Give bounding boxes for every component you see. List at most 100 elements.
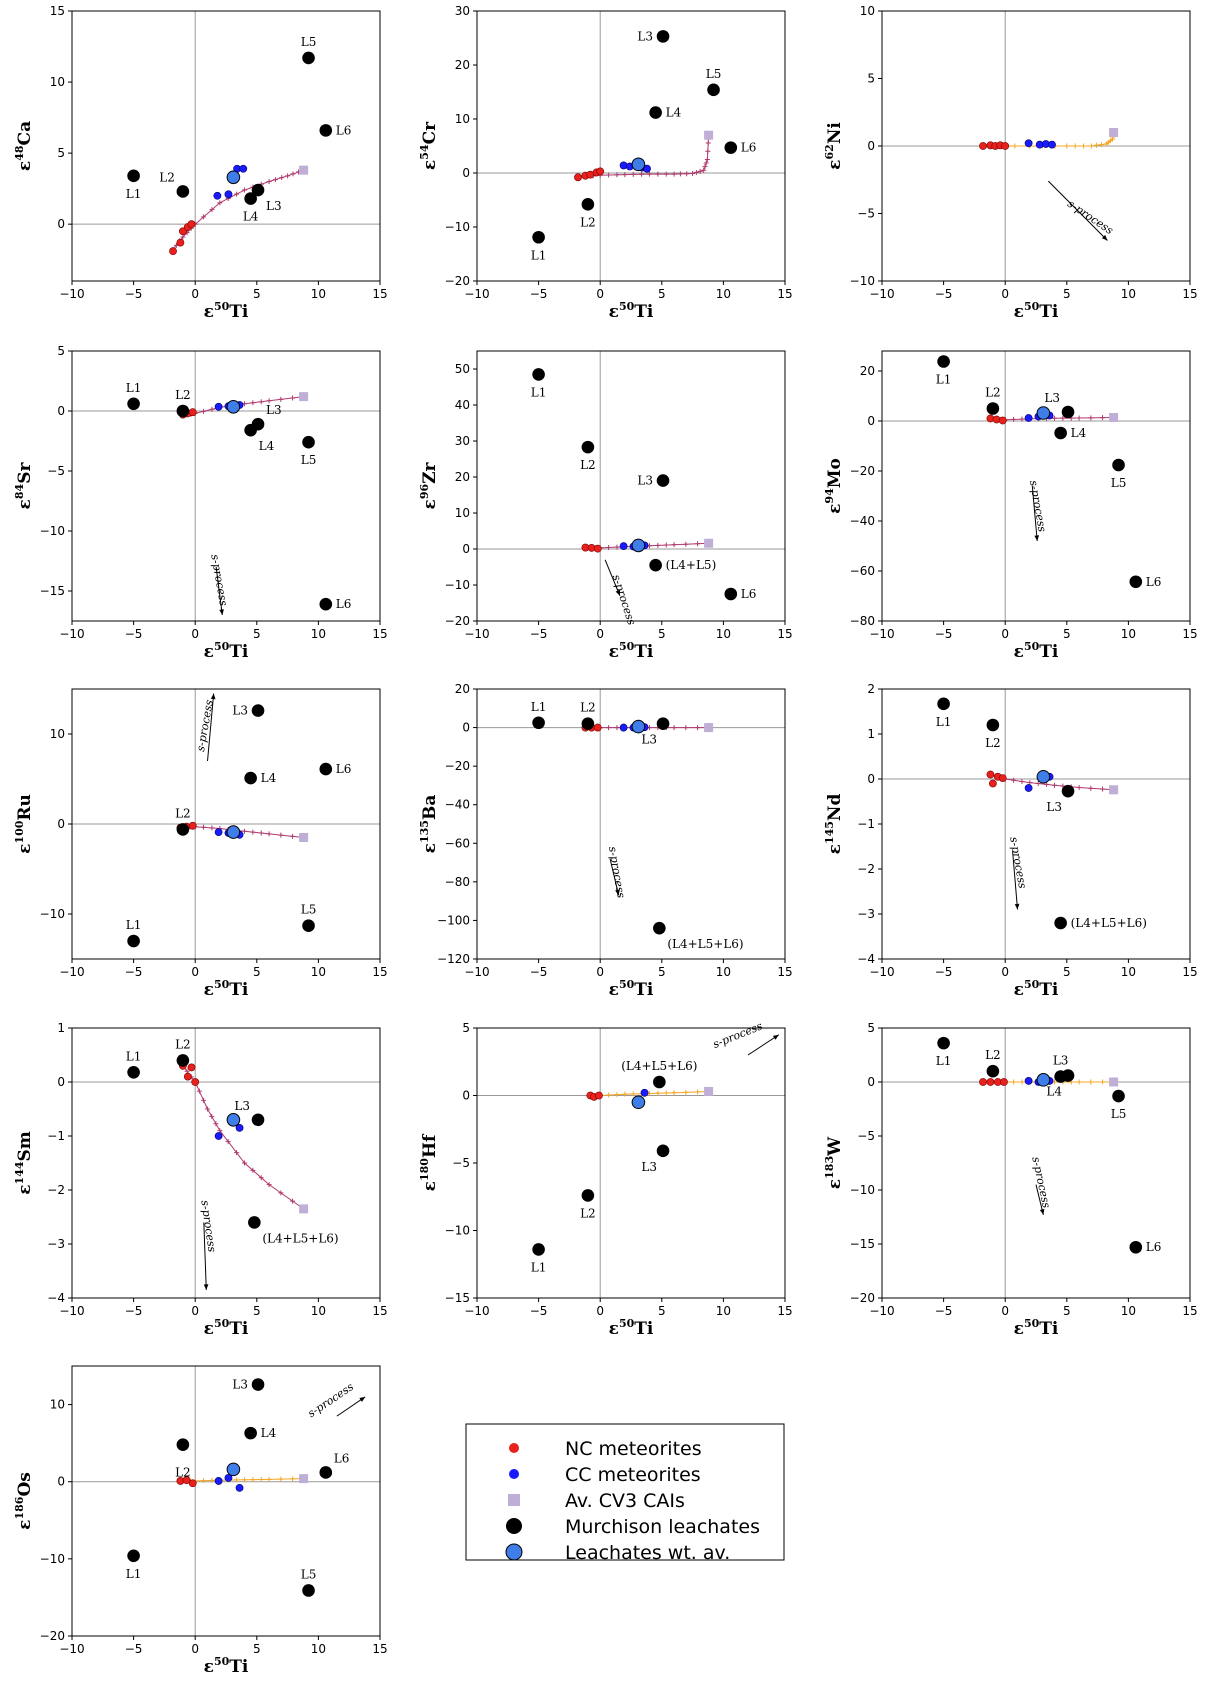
- mixing-marker: [258, 830, 264, 836]
- leachate-label: L1: [936, 715, 952, 729]
- nc-point: [188, 408, 197, 417]
- leachate-label: (L4+L5+L6): [621, 1059, 697, 1073]
- mixing-marker: [684, 171, 690, 177]
- x-tick-label: 0: [596, 287, 604, 301]
- plot-area: [127, 704, 333, 948]
- nc-point: [574, 173, 582, 182]
- leachate-point: [1061, 784, 1075, 798]
- x-tick-label: −10: [59, 287, 84, 301]
- plot-area: [979, 128, 1119, 150]
- leachate-label: L4: [259, 439, 275, 453]
- leachate-label: L2: [985, 736, 1001, 750]
- leachate-point: [581, 198, 595, 211]
- mixing-marker: [695, 725, 701, 731]
- nc-point: [986, 1078, 995, 1086]
- leachate-label: L5: [301, 1567, 317, 1581]
- y-tick-label: −20: [850, 464, 875, 478]
- leachate-label: L4: [261, 771, 277, 785]
- mixing-marker: [196, 1088, 202, 1094]
- x-tick-label: 5: [253, 1642, 261, 1656]
- legend-label: Av. CV3 CAIs: [565, 1490, 685, 1512]
- wtav-point: [631, 538, 646, 553]
- y-tick-label: 5: [462, 1021, 470, 1035]
- leachate-label: (L4+L5): [666, 558, 717, 572]
- leachate-label: L1: [531, 700, 547, 714]
- nc-point: [998, 774, 1007, 782]
- y-axis-label: ε48Ca: [13, 121, 35, 171]
- mixing-marker: [272, 177, 278, 183]
- mixing-marker: [1035, 781, 1041, 787]
- y-tick-label: −20: [445, 274, 470, 288]
- x-tick-label: 15: [1182, 1304, 1197, 1318]
- plot-area: [532, 30, 738, 244]
- leachate-point: [937, 1036, 950, 1050]
- leachate-point: [653, 921, 666, 935]
- x-tick-label: 10: [311, 627, 326, 641]
- x-tick-label: 0: [1001, 627, 1009, 641]
- mixing-marker: [201, 408, 207, 414]
- x-tick-label: −10: [464, 965, 489, 979]
- x-tick-label: 15: [372, 1642, 387, 1656]
- y-tick-label: −5: [857, 1129, 875, 1143]
- y-tick-label: 0: [462, 542, 470, 556]
- leachate-label: L6: [741, 587, 757, 601]
- mixing-marker: [1012, 143, 1018, 149]
- y-tick-label: 10: [860, 4, 875, 18]
- cai-point: [299, 1204, 309, 1214]
- mixing-marker: [663, 1090, 669, 1096]
- y-axis-label: ε180Hf: [418, 1133, 440, 1191]
- wtav-point: [1036, 1073, 1051, 1087]
- x-tick-label: 15: [777, 627, 792, 641]
- nc-point: [169, 247, 177, 256]
- y-tick-label: 0: [57, 217, 65, 231]
- y-tick-label: −60: [850, 564, 875, 578]
- mixing-marker: [606, 172, 612, 178]
- x-tick-label: 5: [658, 965, 666, 979]
- leachate-label: L6: [336, 762, 352, 776]
- y-tick-label: 1: [57, 1021, 65, 1035]
- mixing-marker: [705, 140, 711, 146]
- leachate-label: L6: [336, 597, 352, 611]
- mixing-marker: [1098, 142, 1104, 148]
- plot-frame: [71, 10, 381, 282]
- x-axis-label: ε50Ti: [1014, 300, 1059, 322]
- mixing-marker: [234, 1150, 240, 1156]
- mixing-marker: [258, 1477, 264, 1483]
- y-tick-label: 10: [50, 1398, 65, 1412]
- mixing-marker: [241, 828, 247, 834]
- sprocess-arrow: [1012, 850, 1019, 910]
- cai-point: [1109, 785, 1119, 795]
- leachate-label: L3: [234, 1099, 250, 1113]
- sprocess-arrow: [609, 858, 620, 896]
- x-tick-label: 15: [372, 965, 387, 979]
- leachate-point: [532, 368, 545, 381]
- plot-area: [127, 1378, 333, 1597]
- sprocess-arrowhead: [1034, 535, 1040, 541]
- nc-point: [596, 167, 605, 176]
- cc-point: [1024, 1077, 1033, 1085]
- leachate-label: L6: [1146, 575, 1162, 589]
- mixing-marker: [1076, 415, 1082, 421]
- leachate-label: L4: [666, 106, 682, 120]
- leachate-label: (L4+L5+L6): [1071, 916, 1147, 930]
- sprocess-label: s-process: [1027, 479, 1049, 533]
- x-tick-label: 0: [191, 965, 199, 979]
- leachate-point: [581, 1189, 595, 1202]
- leachate-label: L1: [126, 1567, 142, 1581]
- mixing-marker: [663, 542, 669, 548]
- x-tick-label: 10: [311, 1304, 326, 1318]
- mixing-marker: [250, 829, 256, 835]
- y-tick-label: 5: [57, 146, 65, 160]
- leachate-point: [937, 355, 950, 368]
- leachate-point: [319, 597, 333, 611]
- sprocess-arrowhead: [615, 889, 620, 896]
- mixing-marker: [201, 214, 207, 220]
- sprocess-label: s-process: [194, 698, 216, 752]
- mixing-marker: [614, 172, 620, 178]
- cc-point: [239, 164, 248, 173]
- leachate-point: [986, 402, 1000, 415]
- mixing-marker: [290, 833, 296, 839]
- nc-point: [187, 220, 196, 229]
